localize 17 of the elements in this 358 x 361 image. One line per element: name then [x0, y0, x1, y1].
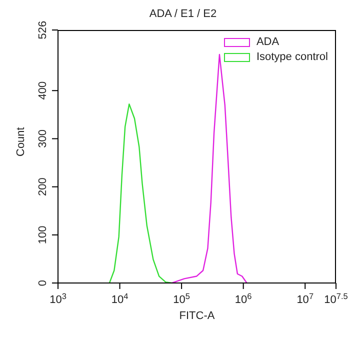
y-tick-label: 526 — [37, 20, 49, 40]
legend-label: Isotype control — [256, 51, 328, 63]
x-axis-title: FITC-A — [179, 310, 216, 322]
x-tick-label: 10$^{3}$ — [50, 292, 67, 306]
x-tick-label: 10$^{5}$ — [173, 292, 190, 306]
chart-title: ADA / E1 / E2 — [148, 8, 218, 20]
y-tick-label: 400 — [37, 81, 49, 100]
x-tick-label: 10$^{6}$ — [234, 292, 252, 306]
y-tick-label: 200 — [37, 178, 49, 196]
y-tick-label: 300 — [37, 130, 49, 148]
x-tick-label: 10$^{7.5}$ — [324, 292, 348, 306]
legend-label: ADA — [256, 36, 280, 48]
y-axis-title: Count — [14, 127, 27, 156]
x-tick-label: 10$^{4}$ — [111, 292, 129, 306]
y-tick-label: 0 — [37, 280, 49, 286]
y-tick-label: 100 — [37, 226, 49, 244]
x-tick-label: 10$^{7}$ — [296, 292, 314, 306]
